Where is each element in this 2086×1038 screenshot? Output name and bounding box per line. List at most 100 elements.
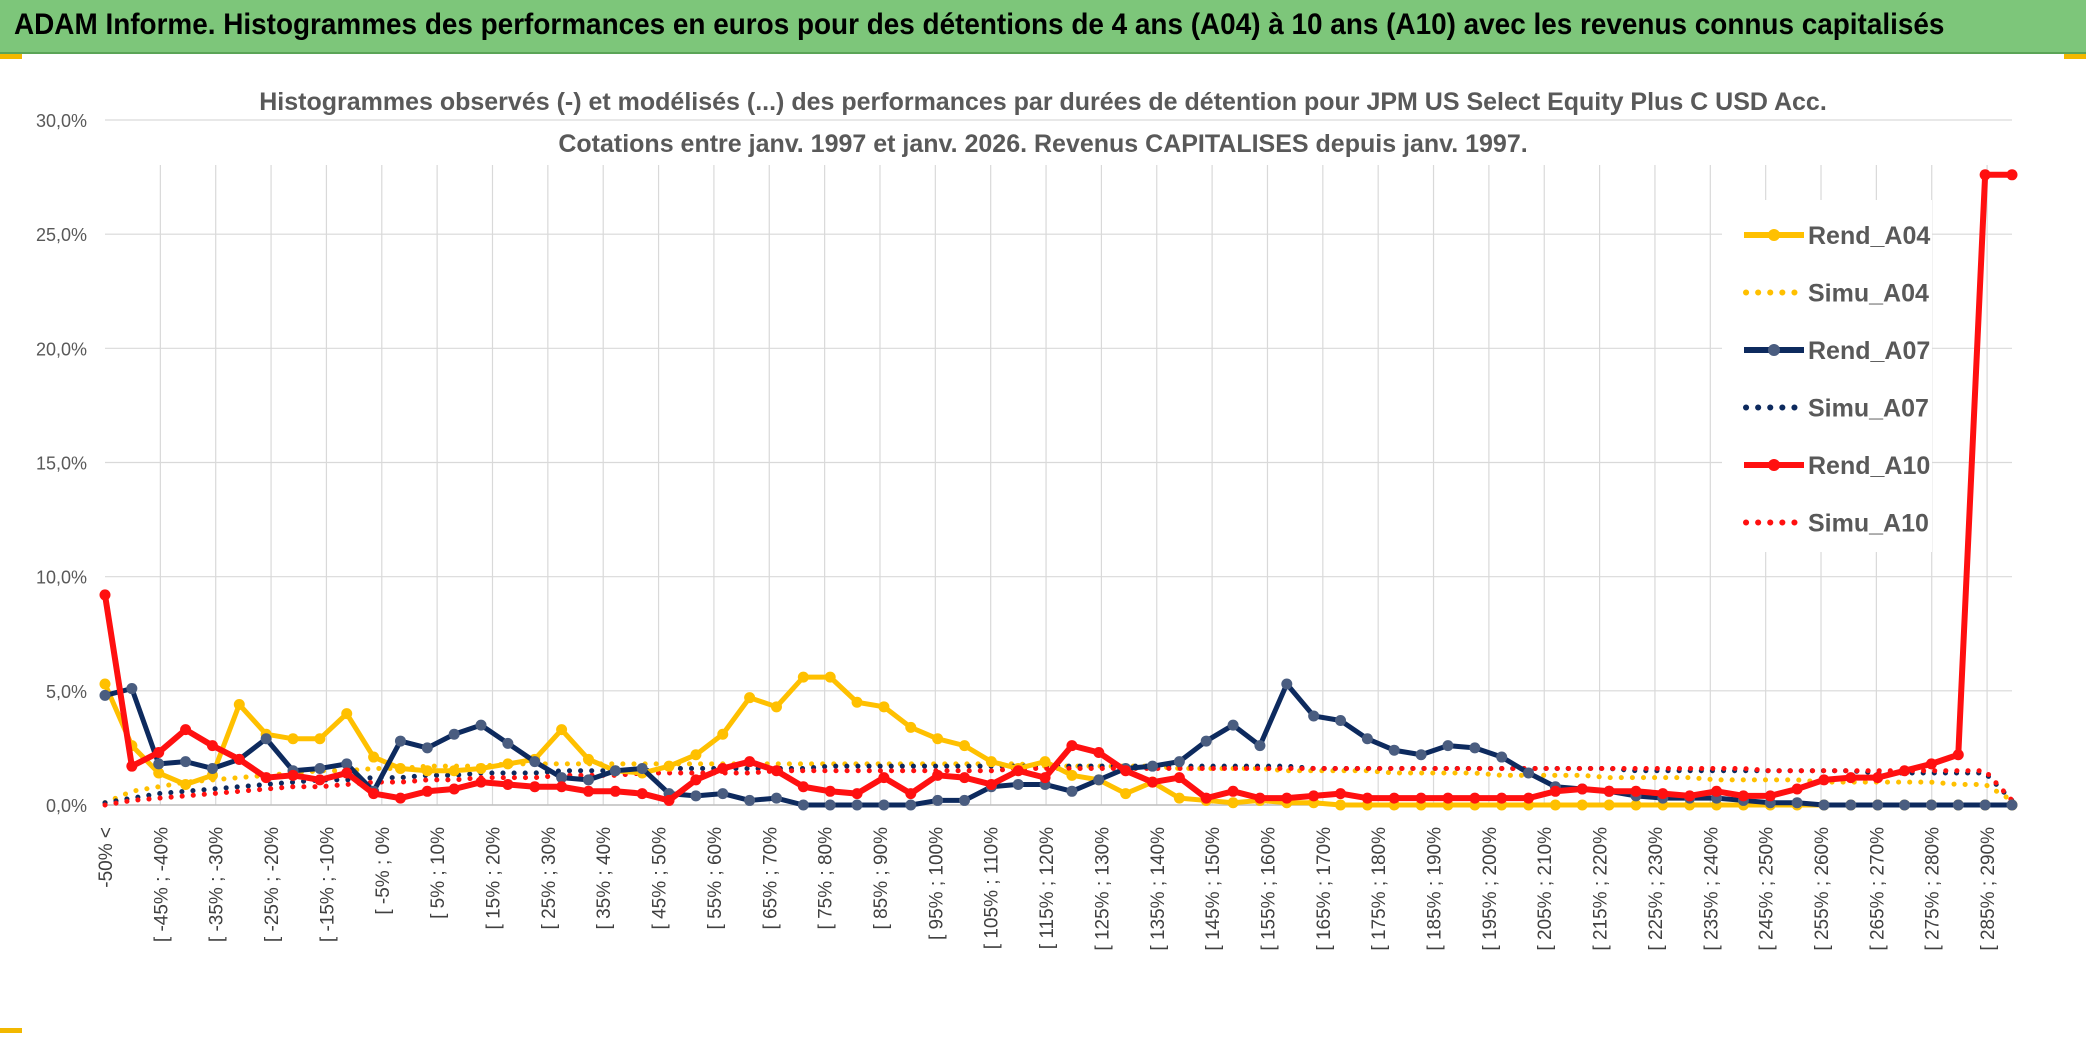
data-point [556, 781, 568, 793]
data-point [2006, 169, 2018, 181]
data-point [314, 774, 326, 786]
data-point [1872, 772, 1884, 784]
data-point [1576, 799, 1588, 811]
x-tick-label: [ 215% ; 220% [1591, 827, 1612, 951]
data-point [770, 765, 782, 777]
data-point [394, 762, 406, 774]
data-point [153, 746, 165, 758]
data-point [314, 733, 326, 745]
data-point [1496, 751, 1508, 763]
data-point [663, 760, 675, 772]
data-point [1899, 765, 1911, 777]
x-tick-label: [ -45% ; -40% [151, 827, 172, 942]
data-point [1979, 169, 1991, 181]
data-point [1952, 799, 1964, 811]
data-point [233, 699, 245, 711]
chart-area: Histogrammes observés (-) et modélisés (… [0, 54, 2086, 1033]
data-point [1737, 790, 1749, 802]
data-point [1549, 785, 1561, 797]
data-point [1227, 797, 1239, 809]
x-tick-label: [ 135% ; 140% [1148, 827, 1169, 951]
histogram-chart: Histogrammes observés (-) et modélisés (… [36, 88, 2018, 951]
data-point [1039, 772, 1051, 784]
data-point [958, 772, 970, 784]
data-point [1603, 785, 1615, 797]
data-point [206, 762, 218, 774]
data-point [1979, 799, 1991, 811]
legend-label: Simu_A07 [1808, 395, 1929, 423]
data-point [744, 756, 756, 768]
series-lines [99, 169, 2018, 811]
data-point [529, 781, 541, 793]
data-point [1845, 772, 1857, 784]
data-point [1281, 792, 1293, 804]
x-tick-label: [ 255% ; 260% [1812, 827, 1833, 951]
data-point [824, 799, 836, 811]
data-point [609, 765, 621, 777]
data-point [1415, 749, 1427, 761]
data-point [502, 778, 514, 790]
data-point [1039, 756, 1051, 768]
data-point [1523, 792, 1535, 804]
data-point [1254, 792, 1266, 804]
data-point [717, 728, 729, 740]
data-point [958, 740, 970, 752]
data-point [878, 701, 890, 713]
x-tick-label: [ 155% ; 160% [1258, 827, 1279, 951]
corner-marker-left [0, 54, 22, 59]
x-tick-label: [ -25% ; -20% [262, 827, 283, 942]
legend-item-Rend_A10: Rend_A10 [1744, 452, 1930, 480]
data-point [1173, 756, 1185, 768]
data-point [2006, 799, 2018, 811]
data-point [797, 799, 809, 811]
data-point [932, 733, 944, 745]
data-point [1899, 799, 1911, 811]
data-point [744, 794, 756, 806]
data-point [582, 774, 594, 786]
x-tick-label: -50% < [96, 827, 117, 888]
data-point [1630, 799, 1642, 811]
data-point [1496, 792, 1508, 804]
data-point [126, 683, 138, 695]
data-point [368, 788, 380, 800]
data-point [1549, 799, 1561, 811]
data-point [314, 762, 326, 774]
y-axis: 0,0% 5,0% 10,0% 15,0% 20,0% 25,0% 30,0% [36, 111, 87, 816]
data-point [663, 794, 675, 806]
data-point [260, 733, 272, 745]
x-tick-label: [ 115% ; 120% [1037, 827, 1058, 949]
data-point [206, 740, 218, 752]
chart-subtitle: Cotations entre janv. 1997 et janv. 2026… [558, 130, 1527, 158]
data-point [1576, 783, 1588, 795]
x-tick-label: [ 225% ; 230% [1646, 827, 1667, 951]
data-point [153, 758, 165, 770]
data-point [690, 790, 702, 802]
data-point [1388, 744, 1400, 756]
data-point [636, 762, 648, 774]
data-point [932, 769, 944, 781]
corner-marker-bottom-left [0, 1028, 22, 1033]
x-tick-label: [ 285% ; 290% [1978, 827, 1999, 951]
data-point [180, 778, 192, 790]
data-point [609, 785, 621, 797]
legend-item-Simu_A10: Simu_A10 [1743, 510, 1929, 538]
data-point [180, 756, 192, 768]
data-point [421, 765, 433, 777]
data-point [1872, 799, 1884, 811]
data-point [99, 589, 111, 601]
legend-item-Simu_A07: Simu_A07 [1743, 395, 1929, 423]
data-point [1469, 742, 1481, 754]
data-point [878, 799, 890, 811]
data-point [958, 794, 970, 806]
series-line-Rend_A07 [104, 681, 2012, 808]
corner-marker-right [2064, 54, 2086, 59]
data-point [770, 701, 782, 713]
data-point [905, 799, 917, 811]
data-point [1281, 678, 1293, 690]
data-point [1200, 792, 1212, 804]
data-point [878, 772, 890, 784]
data-point [1227, 785, 1239, 797]
x-tick-label: [ 25% ; 30% [539, 827, 560, 930]
data-point [1066, 769, 1078, 781]
data-point [394, 735, 406, 747]
